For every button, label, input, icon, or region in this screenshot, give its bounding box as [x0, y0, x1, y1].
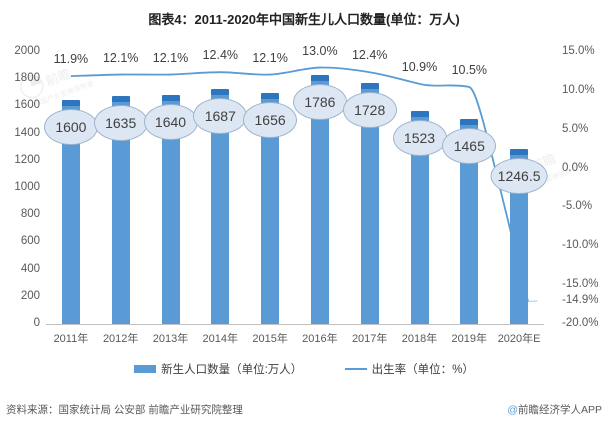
svg-text:前瞻: 前瞻	[44, 66, 74, 89]
